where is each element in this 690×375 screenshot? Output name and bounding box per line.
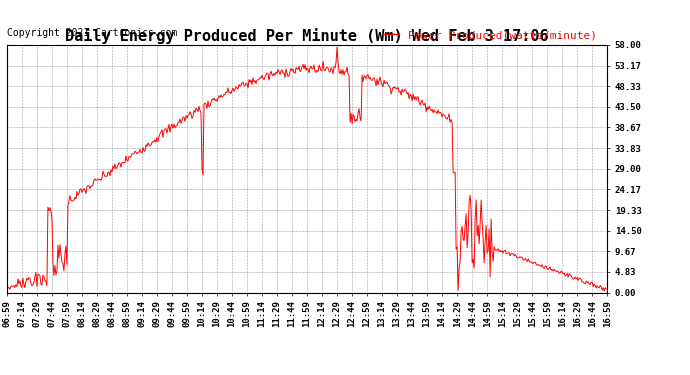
Text: Copyright 2021 Cartronics.com: Copyright 2021 Cartronics.com [7, 28, 177, 38]
Title: Daily Energy Produced Per Minute (Wm) Wed Feb 3 17:06: Daily Energy Produced Per Minute (Wm) We… [66, 28, 549, 44]
Legend: Power Produced(watts/minute): Power Produced(watts/minute) [378, 26, 602, 45]
